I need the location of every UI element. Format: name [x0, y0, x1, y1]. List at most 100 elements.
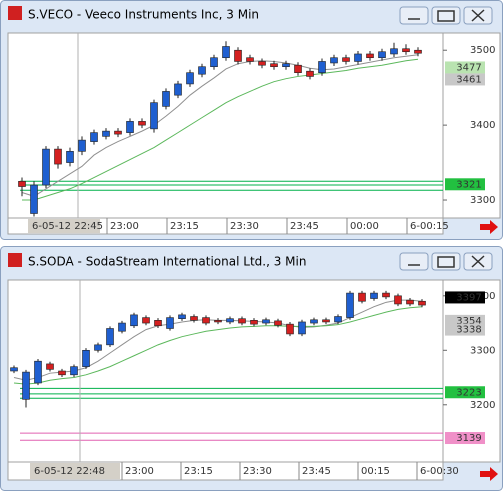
scroll-arrow[interactable] [480, 220, 498, 234]
price-tag [445, 386, 485, 399]
moving-average [13, 306, 423, 385]
button-glyphs [408, 255, 485, 268]
candle-body [34, 360, 42, 384]
crosshair-time-box [30, 463, 120, 479]
candle-body [46, 363, 54, 370]
window-icon [8, 253, 22, 267]
price-tag [445, 291, 485, 304]
price-tag-label: 3354 [456, 316, 481, 327]
price-axis [442, 279, 501, 463]
x-tick-label: 23:15 [184, 466, 213, 477]
moving-average [21, 54, 419, 197]
candle-body [406, 299, 414, 305]
minimize-button[interactable] [399, 6, 429, 25]
candle-body [318, 61, 326, 73]
candle-body [402, 48, 410, 53]
window-title: S.SODA - SodaStream International Ltd., … [28, 255, 306, 269]
scroll-arrow[interactable] [480, 467, 498, 481]
candle-body [166, 317, 174, 329]
candle-body [202, 317, 210, 324]
candle-body [222, 46, 230, 59]
price-tag-label: 3139 [456, 433, 481, 444]
time-axis [7, 217, 444, 235]
window-title: S.VECO - Veeco Instruments Inc, 3 Min [28, 8, 259, 22]
candle-body [210, 57, 218, 68]
candle-body [246, 57, 254, 62]
x-tick-label: 23:45 [290, 221, 319, 232]
x-tick-label: 00:00 [350, 221, 379, 232]
candle-body [226, 318, 234, 323]
x-tick-label: 23:00 [110, 221, 139, 232]
candle-body [334, 316, 342, 323]
candle-body [294, 64, 302, 73]
candle-body [382, 292, 390, 298]
x-tick-label: 23:45 [302, 466, 331, 477]
candle-body [342, 57, 350, 62]
candle-body [330, 57, 338, 64]
candle-body [78, 139, 86, 152]
candle-body [378, 51, 386, 59]
candle-body [390, 48, 398, 55]
minimize-button[interactable] [399, 252, 429, 271]
x-tick-label: 6-00:30 [420, 466, 459, 477]
candle-body [370, 292, 378, 299]
x-tick-label: 23:15 [170, 221, 199, 232]
candle-body [190, 316, 198, 321]
price-tag [445, 178, 485, 191]
candle-body [90, 132, 98, 142]
x-tick-label: 00:15 [361, 466, 390, 477]
candle-body [22, 371, 30, 400]
x-tick-label: 23:00 [125, 466, 154, 477]
candle-body [298, 321, 306, 335]
moving-average [22, 58, 419, 201]
price-tag-label: 3321 [456, 179, 481, 190]
candle-body [42, 148, 50, 186]
crosshair-time-box [28, 219, 100, 233]
price-tag-label: 3338 [456, 325, 481, 336]
candle-body [178, 314, 186, 319]
candle-body [258, 61, 266, 66]
y-tick-label: 3500 [470, 45, 495, 56]
candle-body [162, 91, 170, 107]
y-tick-label: 3200 [470, 400, 495, 411]
candle-body [198, 66, 206, 75]
candle-body [270, 63, 278, 68]
candle-body [30, 184, 38, 214]
candle-body [322, 319, 330, 323]
candle-body [310, 319, 318, 324]
candle-body [346, 292, 354, 318]
candle-body [414, 49, 422, 54]
y-tick-label: 3300 [470, 195, 495, 206]
price-tag-label: 3223 [456, 387, 481, 398]
candle-body [418, 300, 426, 306]
button-glyphs [408, 9, 485, 22]
candle-body [126, 121, 134, 133]
price-tag [445, 323, 485, 336]
candle-body [70, 366, 78, 376]
window-icon [8, 6, 22, 20]
candle-body [66, 151, 74, 163]
price-tag [445, 432, 485, 445]
candle-body [150, 102, 158, 130]
candle-body [174, 83, 182, 96]
crosshair-time-label: 6-05-12 22:48 [34, 466, 105, 477]
x-tick-label: 23:30 [230, 221, 259, 232]
candle-body [58, 370, 66, 376]
candle-body [286, 323, 294, 335]
candle-body [154, 320, 162, 327]
candle-body [142, 317, 150, 324]
candle-body [10, 367, 18, 372]
x-tick-label: 6-00:15 [410, 221, 449, 232]
candle-body [102, 130, 110, 137]
candle-body [18, 180, 26, 187]
candle-body [366, 53, 374, 59]
candle-body [54, 148, 62, 165]
candle-body [186, 72, 194, 85]
candle-body [250, 320, 258, 325]
crosshair-time-label: 6-05-12 22:45 [32, 221, 103, 232]
candle-body [282, 63, 290, 68]
candle-body [106, 328, 114, 346]
candle-body [274, 320, 282, 326]
candle-body [214, 320, 222, 323]
